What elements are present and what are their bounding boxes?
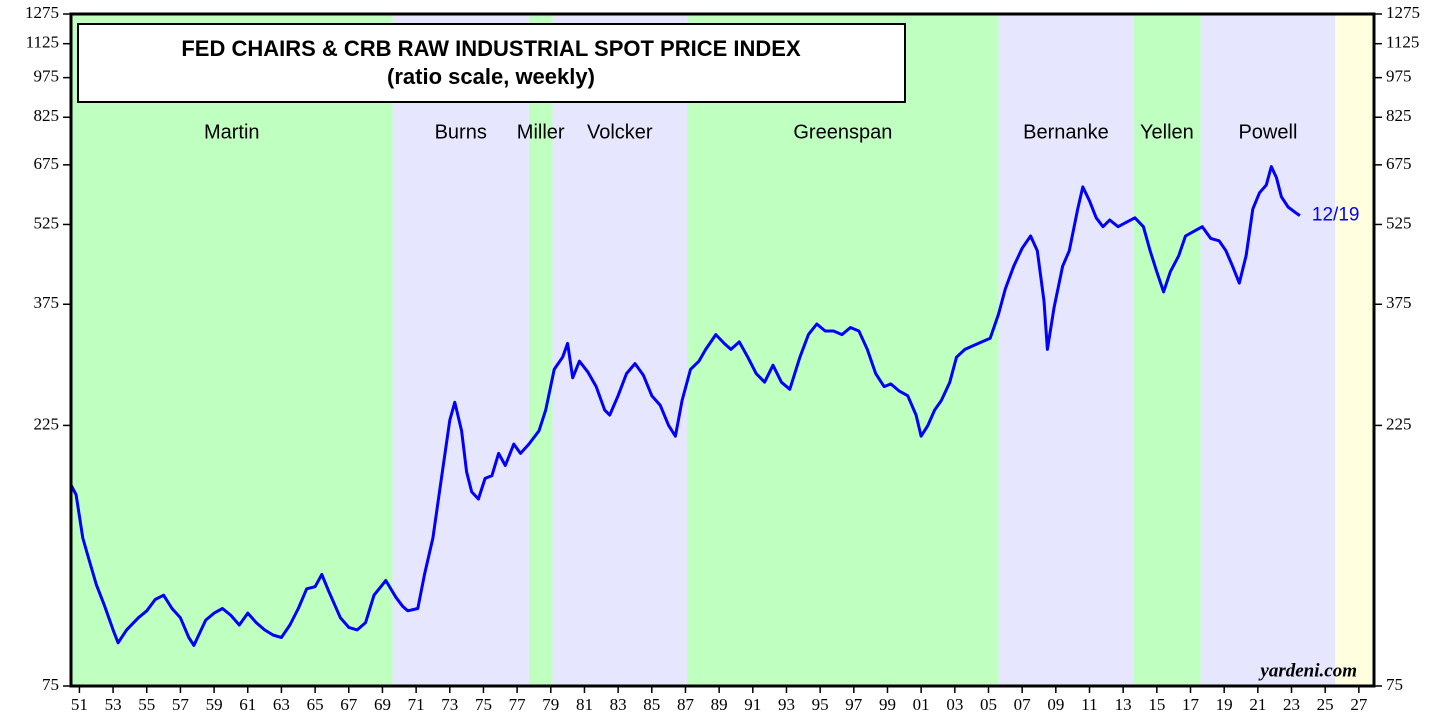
y-tick-label: 675 [34,154,60,173]
y-tick-label: 825 [34,106,60,125]
x-tick-label: 25 [1317,695,1334,714]
x-tick-label: 05 [980,695,997,714]
x-tick-label: 69 [374,695,391,714]
x-tick-label: 91 [744,695,761,714]
x-tick-label: 61 [239,695,256,714]
x-tick-label: 07 [1014,695,1032,714]
chair-region [71,14,393,686]
x-tick-label: 93 [778,695,795,714]
y-tick-label: 75 [42,675,59,694]
last-date-label: 12/19 [1312,205,1360,226]
x-tick-label: 89 [711,695,728,714]
x-tick-label: 73 [441,695,458,714]
x-tick-label: 13 [1115,695,1132,714]
x-tick-label: 97 [845,695,863,714]
x-tick-label: 83 [610,695,627,714]
x-tick-label: 21 [1249,695,1266,714]
x-tick-label: 65 [307,695,324,714]
y2-tick-label: 1125 [1386,33,1419,52]
x-tick-label: 03 [946,695,963,714]
y2-tick-label: 225 [1386,414,1412,433]
y2-tick-label: 525 [1386,213,1412,232]
plot-frame [69,12,1376,688]
y2-tick-label: 1275 [1386,3,1420,22]
y-tick-label: 1125 [26,33,59,52]
x-tick-label: 77 [509,695,527,714]
chair-region [998,14,1134,686]
x-tick-label: 19 [1216,695,1233,714]
y2-tick-label: 975 [1386,67,1412,86]
x-tick-label: 81 [576,695,593,714]
x-tick-label: 01 [913,695,930,714]
x-tick-label: 51 [71,695,88,714]
y2-tick-label: 825 [1386,106,1412,125]
x-tick-label: 95 [812,695,829,714]
x-tick-label: 23 [1283,695,1300,714]
chair-label: Volcker [587,121,653,143]
x-tick-label: 57 [172,695,190,714]
y2-tick-label: 375 [1386,293,1412,312]
x-tick-label: 71 [408,695,425,714]
x-tick-label: 59 [206,695,223,714]
chair-region [552,14,688,686]
x-tick-label: 63 [273,695,290,714]
chart-subtitle: (ratio scale, weekly) [387,64,595,89]
y-tick-label: 225 [34,414,60,433]
chair-label: Burns [435,121,487,143]
price-line [69,165,1301,647]
x-tick-label: 11 [1081,695,1097,714]
chair-label: Martin [204,121,260,143]
source-label: yardeni.com [1258,660,1357,681]
chair-label: Powell [1238,121,1297,143]
y2-tick-label: 75 [1386,675,1403,694]
chair-label: Greenspan [793,121,892,143]
x-tick-label: 15 [1148,695,1165,714]
chair-region [1133,14,1201,686]
chair-region [392,14,529,686]
x-tick-label: 17 [1182,695,1200,714]
y-tick-label: 525 [34,213,60,232]
x-tick-label: 99 [879,695,896,714]
x-tick-label: 27 [1350,695,1368,714]
x-tick-label: 87 [677,695,695,714]
chair-label: Yellen [1140,121,1194,143]
x-tick-label: 67 [340,695,358,714]
x-tick-label: 79 [542,695,559,714]
chair-label: Miller [517,121,565,143]
chart-title: FED CHAIRS & CRB RAW INDUSTRIAL SPOT PRI… [181,36,801,61]
chair-region [1200,14,1336,686]
chair-region [1335,14,1374,686]
x-tick-label: 53 [105,695,122,714]
x-tick-label: 55 [138,695,155,714]
title-box [77,23,906,103]
y2-tick-label: 675 [1386,154,1412,173]
x-tick-label: 75 [475,695,492,714]
y-tick-label: 975 [34,67,60,86]
chair-region [687,14,999,686]
chair-region [528,14,553,686]
chair-label: Bernanke [1023,121,1109,143]
x-tick-label: 09 [1047,695,1064,714]
x-tick-label: 85 [643,695,660,714]
y-tick-label: 375 [34,293,60,312]
y-tick-label: 1275 [25,3,59,22]
